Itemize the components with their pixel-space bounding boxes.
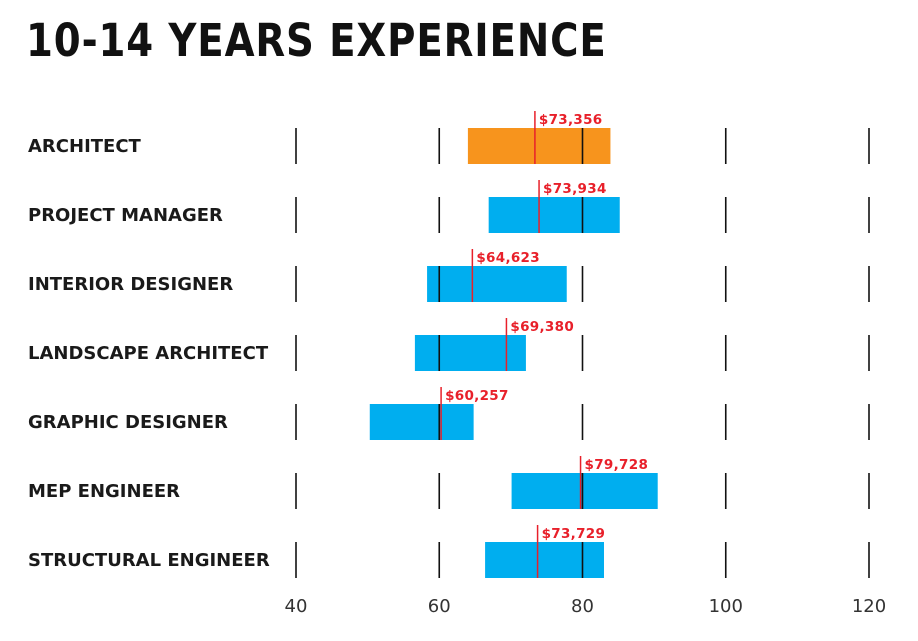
range-bar [369, 404, 474, 440]
x-axis-tick-labels: 40 60 80 100 120 [285, 596, 887, 617]
median-label: $73,934 [543, 181, 607, 197]
category-label: INTERIOR DESIGNER [28, 274, 233, 295]
median-label: $73,729 [542, 526, 606, 542]
category-label: ARCHITECT [28, 136, 142, 157]
category-label: MEP ENGINEER [28, 481, 180, 502]
category-label: GRAPHIC DESIGNER [28, 412, 228, 433]
x-tick-label: 40 [285, 596, 308, 617]
x-tick-label: 60 [428, 596, 451, 617]
range-bar [511, 473, 658, 509]
gridlines [295, 128, 870, 578]
median-label: $64,623 [476, 250, 540, 266]
category-label: STRUCTURAL ENGINEER [28, 550, 270, 571]
range-bar [488, 197, 620, 233]
medians: $73,356 $73,934 $64,623 $69,380 $60,257 $79,7… [440, 111, 649, 578]
range-bar [485, 542, 604, 578]
x-tick-label: 100 [709, 596, 743, 617]
bars [369, 128, 658, 578]
median-label: $69,380 [510, 319, 574, 335]
median-label: $73,356 [539, 112, 603, 128]
chart-title: 10-14 YEARS EXPERIENCE [26, 14, 607, 67]
range-bar [427, 266, 567, 302]
median-label: $79,728 [585, 457, 649, 473]
category-labels: ARCHITECT PROJECT MANAGER INTERIOR DESIGNE… [28, 136, 270, 571]
category-label: PROJECT MANAGER [28, 205, 223, 226]
x-tick-label: 80 [571, 596, 594, 617]
median-label: $60,257 [445, 388, 509, 404]
x-tick-label: 120 [852, 596, 886, 617]
category-label: LANDSCAPE ARCHITECT [28, 343, 269, 364]
range-bar [414, 335, 526, 371]
range-bar [467, 128, 611, 164]
